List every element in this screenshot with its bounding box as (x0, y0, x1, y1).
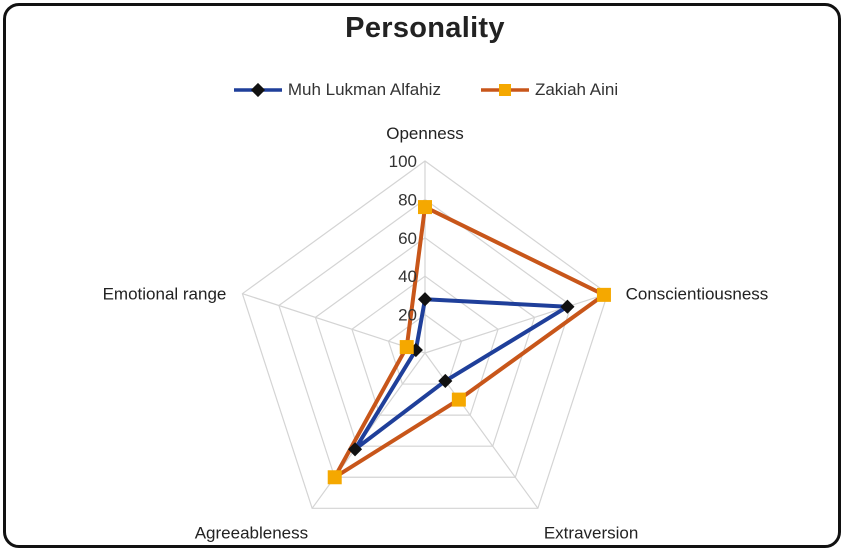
tick-label-80: 80 (398, 190, 417, 209)
legend-item-series-1: Muh Lukman Alfahiz (232, 80, 441, 100)
legend-label-series-1: Muh Lukman Alfahiz (287, 80, 441, 99)
series-2-point-1 (596, 287, 611, 302)
series-line-1 (353, 297, 570, 452)
grid-ring-100 (241, 160, 609, 509)
series-2-point-4 (399, 340, 414, 355)
series-1-point-3 (347, 442, 363, 457)
grid-ring-20 (387, 313, 463, 385)
series-2-point-3 (327, 470, 342, 485)
legend-swatch-series-1 (233, 83, 282, 97)
legend-swatch-series-2 (480, 84, 529, 96)
grid-ring-80 (278, 198, 572, 478)
grid-spoke-4 (242, 293, 426, 354)
series-line-2 (332, 205, 606, 480)
series-2-point-0 (418, 200, 432, 215)
tick-label-60: 60 (398, 229, 417, 248)
grid-ring-40 (351, 275, 499, 416)
series-1-point-1 (560, 299, 575, 314)
series-1-point-2 (438, 373, 453, 389)
series-2-point-2 (451, 392, 466, 407)
axis-label-extraversion: Extraversion (544, 523, 638, 542)
tick-label-20: 20 (398, 306, 417, 325)
legend: Muh Lukman Alfahiz Zakiah Aini (0, 78, 850, 102)
grid-spoke-1 (424, 293, 608, 354)
legend-label-series-2: Zakiah Aini (534, 80, 619, 99)
chart-frame (3, 3, 841, 548)
tick-label-40: 40 (398, 267, 417, 286)
axis-label-openness: Openness (386, 124, 464, 143)
axis-label-conscientiousness: Conscientiousness (626, 285, 769, 304)
grid-spoke-2 (424, 352, 539, 509)
series-1-point-0 (417, 292, 433, 307)
chart-title: Personality (345, 12, 505, 44)
axis-label-agreeableness: Agreeableness (195, 523, 308, 542)
axis-label-emotional-range: Emotional range (103, 285, 227, 304)
legend-item-series-2: Zakiah Aini (479, 80, 618, 100)
tick-label-100: 100 (389, 152, 417, 171)
